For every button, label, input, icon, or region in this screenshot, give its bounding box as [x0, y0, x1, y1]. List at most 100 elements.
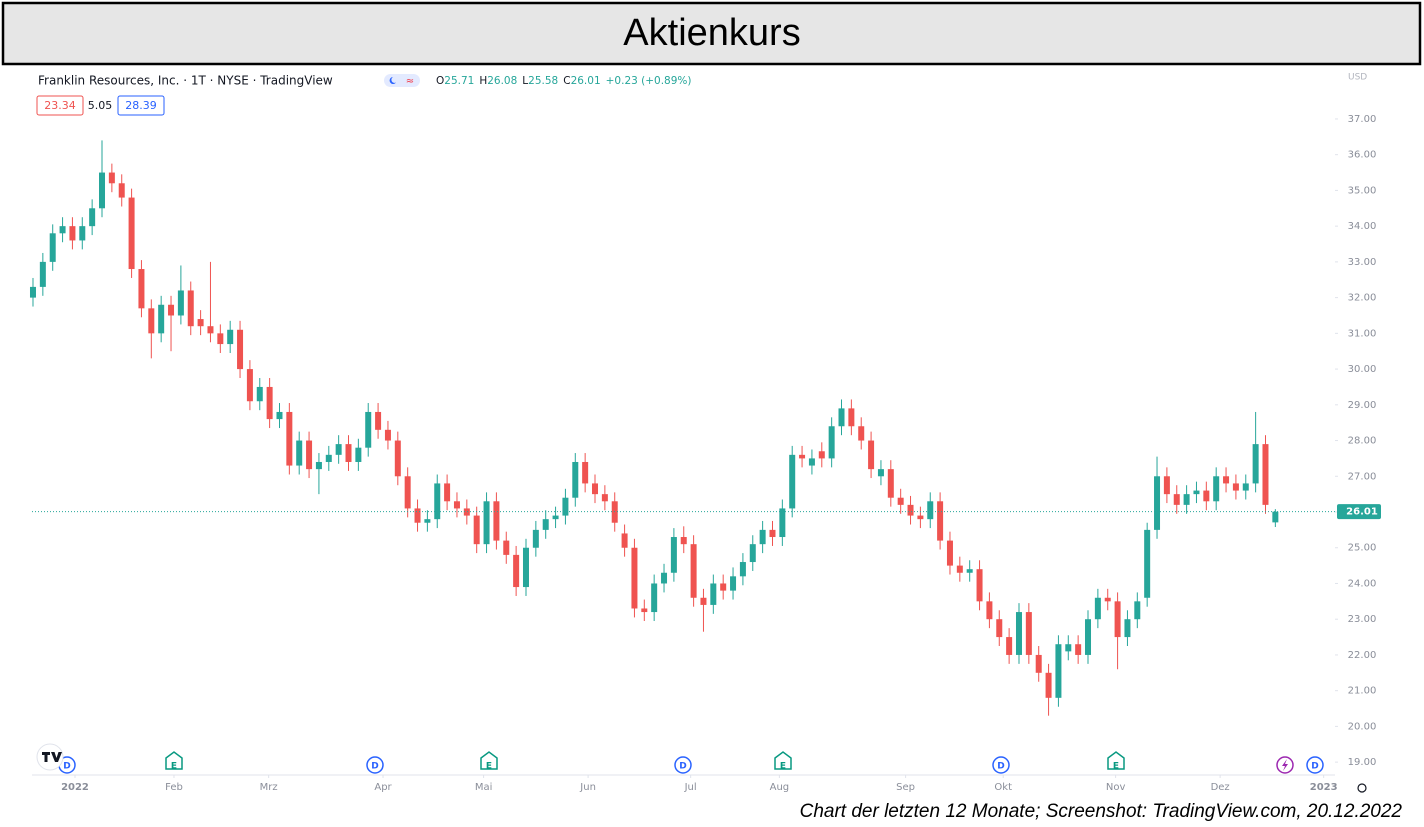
candle-body — [562, 497, 569, 516]
candle-body — [424, 519, 431, 523]
last-price-box — [1337, 504, 1381, 520]
candle-body — [246, 369, 253, 402]
candle-body — [473, 515, 480, 545]
candle-body — [414, 508, 421, 523]
y-tick-label: 28.00 — [1348, 436, 1377, 447]
candle-body — [365, 411, 372, 448]
candle-body — [266, 386, 273, 420]
candle-body — [1085, 619, 1092, 655]
candle-body — [1065, 644, 1072, 652]
candle-body — [118, 183, 125, 198]
candle-body — [296, 440, 303, 466]
candle-body — [956, 565, 963, 573]
y-tick-label: 19.00 — [1348, 757, 1377, 768]
moon-icon — [389, 77, 396, 84]
candle-body — [315, 461, 322, 470]
x-tick-label: Apr — [374, 782, 392, 793]
x-tick-label: Jun — [579, 782, 596, 793]
event-letter: D — [371, 762, 378, 772]
candle-body — [217, 333, 224, 345]
candle-body — [730, 576, 737, 591]
candle-body — [29, 286, 36, 298]
y-tick-label: 37.00 — [1348, 114, 1377, 125]
candle-body — [59, 226, 66, 234]
candle-body — [1183, 494, 1190, 505]
candle-body — [710, 583, 717, 605]
candle-body — [966, 569, 973, 573]
y-tick-label: 21.00 — [1348, 686, 1377, 697]
candle-body — [1213, 476, 1220, 502]
candle-body — [868, 440, 875, 470]
last-price-label: 26.01 — [1346, 507, 1378, 518]
wave-icon: ≈ — [406, 76, 414, 87]
candle-body — [1124, 619, 1131, 638]
candle-body — [1114, 601, 1121, 638]
candle-body — [789, 454, 796, 509]
event-badge — [992, 756, 1010, 774]
candle-body — [207, 326, 214, 334]
y-tick-label: 22.00 — [1348, 650, 1377, 661]
candle-body — [1232, 483, 1239, 491]
event-letter: D — [679, 762, 686, 772]
candle-body — [335, 444, 342, 455]
y-tick-label: 27.00 — [1348, 471, 1377, 482]
candle-body — [897, 497, 904, 505]
ohlc-value: 25.58 — [528, 75, 558, 87]
indicator-value: 28.39 — [125, 99, 157, 112]
candle-body — [661, 572, 668, 584]
candle-body — [108, 172, 115, 184]
candle-body — [128, 197, 135, 270]
candle-body — [621, 533, 628, 548]
ohlc-letter: C — [563, 75, 570, 87]
x-tick-label: Mrz — [260, 782, 278, 793]
candle-body — [1094, 597, 1101, 620]
y-tick-label: 30.00 — [1348, 364, 1377, 375]
candle-body — [1193, 490, 1200, 495]
candle-body — [927, 501, 934, 520]
candle-body — [404, 476, 411, 509]
candle-body — [168, 304, 175, 316]
candle-body — [286, 411, 293, 466]
event-letter: D — [1311, 762, 1318, 772]
candle-body — [79, 226, 86, 241]
candle-body — [1223, 476, 1230, 484]
symbol: Franklin Resources, Inc. · 1T · NYSE · T… — [38, 74, 333, 88]
x-tick-label: Nov — [1106, 782, 1126, 793]
ohlc-value: 26.08 — [487, 75, 517, 87]
caption: Chart der letzten 12 Monate; Screenshot:… — [800, 801, 1403, 822]
candle-body — [493, 501, 500, 541]
candle-body — [759, 529, 766, 545]
candle-body — [986, 601, 993, 620]
candle-body — [197, 319, 204, 327]
logo-badge — [36, 743, 64, 771]
logo — [42, 752, 62, 762]
candle-body — [1006, 637, 1013, 655]
candle-body — [187, 290, 194, 327]
candle-body — [690, 544, 697, 598]
event-letter: D — [997, 762, 1004, 772]
x-tick-label: Jul — [684, 782, 697, 793]
candle-body — [1262, 444, 1269, 505]
candle-body — [444, 483, 451, 502]
event-badge — [1107, 751, 1125, 770]
candle-body — [1134, 601, 1141, 620]
candle-body — [582, 461, 589, 484]
candle-body — [355, 447, 362, 462]
currency: USD — [1348, 73, 1367, 83]
candle-body — [237, 329, 244, 370]
y-tick-label: 33.00 — [1348, 257, 1377, 268]
x-tick-label: Mai — [475, 782, 493, 793]
candle-body — [680, 537, 687, 545]
x-tick-label: Aug — [770, 782, 790, 793]
x-tick-label: Okt — [994, 782, 1012, 793]
status-pill — [384, 74, 420, 87]
candle-body — [828, 426, 835, 459]
candle-body — [996, 619, 1003, 638]
candle-body — [49, 233, 56, 262]
candle-body — [434, 483, 441, 520]
candle-body — [848, 408, 855, 427]
candle-body — [503, 540, 510, 555]
event-letter: D — [63, 762, 70, 772]
